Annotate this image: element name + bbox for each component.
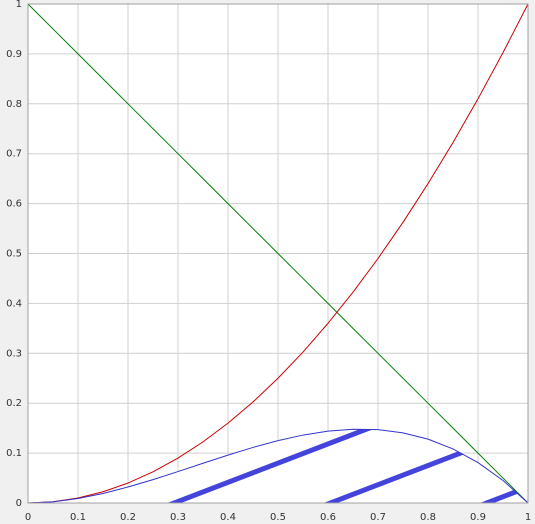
x-tick-label: 0.8 — [420, 512, 436, 523]
x-tick-label: 0.5 — [270, 512, 286, 523]
y-tick-label: 0.9 — [6, 49, 22, 60]
y-tick-label: 0.1 — [6, 448, 22, 459]
x-tick-label: 0.3 — [170, 512, 186, 523]
series-line — [27, 3, 529, 504]
y-tick-label: 0.3 — [6, 348, 22, 359]
y-tick-label: 0.4 — [6, 298, 22, 309]
x-tick-label: 0.7 — [370, 512, 386, 523]
x-tick-label: 0 — [25, 512, 31, 523]
y-tick-label: 0.6 — [6, 199, 22, 210]
series-line — [27, 428, 529, 504]
series-line — [27, 3, 529, 504]
plot-frame — [27, 3, 529, 504]
x-tick-label: 0.2 — [120, 512, 136, 523]
y-tick-label: 0.2 — [6, 398, 22, 409]
x-tick-label: 0.4 — [220, 512, 236, 523]
x-tick-label: 0.1 — [70, 512, 86, 523]
y-tick-label: 0.5 — [6, 249, 22, 260]
x-tick-label: 0.9 — [470, 512, 486, 523]
y-tick-label: 0.8 — [6, 99, 22, 110]
x-tick-label: 1 — [525, 512, 531, 523]
y-tick-label: 1 — [16, 0, 22, 10]
x-tick-label: 0.6 — [320, 512, 336, 523]
y-tick-label: 0.7 — [6, 149, 22, 160]
y-tick-label: 0 — [16, 498, 22, 509]
hatched-area — [28, 429, 528, 503]
